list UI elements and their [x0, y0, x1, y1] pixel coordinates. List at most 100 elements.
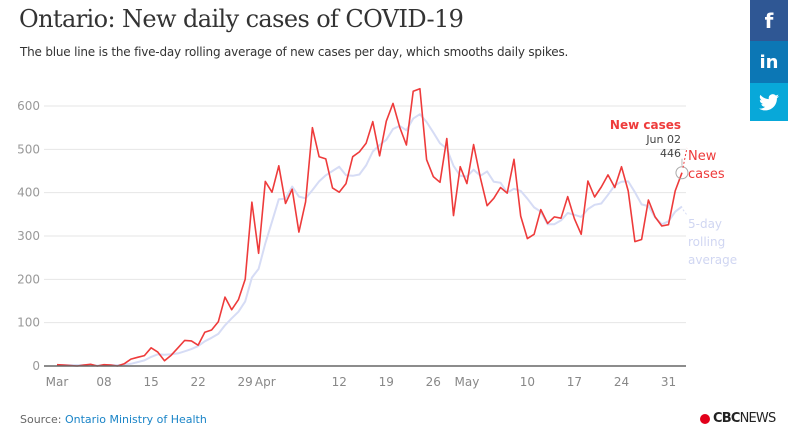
- cases-point: [136, 356, 138, 358]
- cases-point: [466, 182, 468, 184]
- average-point: [378, 144, 380, 146]
- cases-point: [519, 215, 521, 217]
- average-point: [338, 165, 340, 167]
- average-leader: [682, 209, 688, 216]
- new-cases-end-label: cases: [688, 167, 725, 182]
- average-point: [237, 311, 239, 313]
- average-point: [143, 359, 145, 361]
- cases-point: [298, 231, 300, 233]
- average-point: [640, 203, 642, 205]
- x-tick-label: 22: [190, 375, 205, 389]
- source-label: Source:: [20, 413, 65, 426]
- cases-point: [647, 199, 649, 201]
- cases-point: [472, 143, 474, 145]
- cases-point: [526, 237, 528, 239]
- average-point: [298, 195, 300, 197]
- average-point: [183, 350, 185, 352]
- average-point: [674, 211, 676, 213]
- cases-point: [177, 347, 179, 349]
- average-point: [459, 175, 461, 177]
- cases-point: [345, 182, 347, 184]
- x-tick-label: 26: [426, 375, 441, 389]
- cases-point: [392, 102, 394, 104]
- twitter-share-button[interactable]: [750, 83, 788, 121]
- average-point: [177, 352, 179, 354]
- chart-subtitle: The blue line is the five-day rolling av…: [20, 45, 569, 59]
- logo-cbc: CBC: [713, 411, 740, 426]
- cases-point: [667, 224, 669, 226]
- linkedin-icon: in: [759, 51, 779, 73]
- average-point: [197, 345, 199, 347]
- average-point: [553, 223, 555, 225]
- average-point: [385, 139, 387, 141]
- y-tick-label: 400: [17, 186, 40, 200]
- average-point: [278, 198, 280, 200]
- x-tick-label: 10: [520, 375, 535, 389]
- linkedin-share-button[interactable]: in: [750, 41, 788, 83]
- cases-point: [513, 158, 515, 160]
- cases-point: [560, 217, 562, 219]
- cases-point: [614, 186, 616, 188]
- average-point: [318, 180, 320, 182]
- average-point: [217, 333, 219, 335]
- y-tick-label: 500: [17, 142, 40, 156]
- y-tick-label: 200: [17, 272, 40, 286]
- average-point: [546, 223, 548, 225]
- average-point: [190, 348, 192, 350]
- cases-point: [338, 191, 340, 193]
- facebook-icon: f: [764, 8, 774, 33]
- cases-point: [540, 208, 542, 210]
- cases-point: [499, 186, 501, 188]
- average-point: [479, 175, 481, 177]
- average-point: [224, 324, 226, 326]
- average-point: [311, 189, 313, 191]
- x-tick-label: 08: [96, 375, 111, 389]
- cases-point: [318, 156, 320, 158]
- facebook-share-button[interactable]: f: [750, 0, 788, 41]
- cases-point: [634, 240, 636, 242]
- average-point: [533, 206, 535, 208]
- cases-point: [533, 233, 535, 235]
- cases-point: [284, 202, 286, 204]
- average-point: [519, 190, 521, 192]
- average-point: [264, 242, 266, 244]
- x-tick-label: 29: [238, 375, 253, 389]
- average-point: [271, 221, 273, 223]
- source-note: Source: Ontario Ministry of Health: [20, 413, 207, 426]
- cases-point: [264, 180, 266, 182]
- cases-point: [157, 351, 159, 353]
- y-tick-label: 600: [17, 99, 40, 113]
- cases-point: [405, 144, 407, 146]
- average-point: [620, 181, 622, 183]
- cases-point: [351, 156, 353, 158]
- average-point: [325, 174, 327, 176]
- source-link[interactable]: Ontario Ministry of Health: [64, 413, 207, 426]
- average-point: [345, 174, 347, 176]
- cases-point: [325, 158, 327, 160]
- average-point: [284, 198, 286, 200]
- cases-point: [190, 340, 192, 342]
- average-point: [412, 117, 414, 119]
- cases-point: [432, 175, 434, 177]
- y-tick-label: 0: [32, 359, 40, 373]
- new-cases-line: [56, 87, 683, 367]
- average-point: [210, 337, 212, 339]
- x-tick-label: 12: [332, 375, 347, 389]
- x-tick-label: 17: [567, 375, 582, 389]
- average-point: [493, 181, 495, 183]
- cases-point: [419, 87, 421, 89]
- new-cases-leader: [682, 147, 688, 168]
- cases-point: [210, 329, 212, 331]
- x-tick-label: 15: [143, 375, 158, 389]
- cases-point: [372, 120, 374, 122]
- cases-point: [620, 165, 622, 167]
- average-point: [593, 204, 595, 206]
- cases-point: [567, 195, 569, 197]
- cases-point: [150, 347, 152, 349]
- cases-point: [479, 177, 481, 179]
- cases-point: [251, 201, 253, 203]
- tooltip-series: New cases: [610, 118, 681, 132]
- average-point: [452, 165, 454, 167]
- cases-point: [600, 186, 602, 188]
- average-end-label: average: [688, 253, 737, 267]
